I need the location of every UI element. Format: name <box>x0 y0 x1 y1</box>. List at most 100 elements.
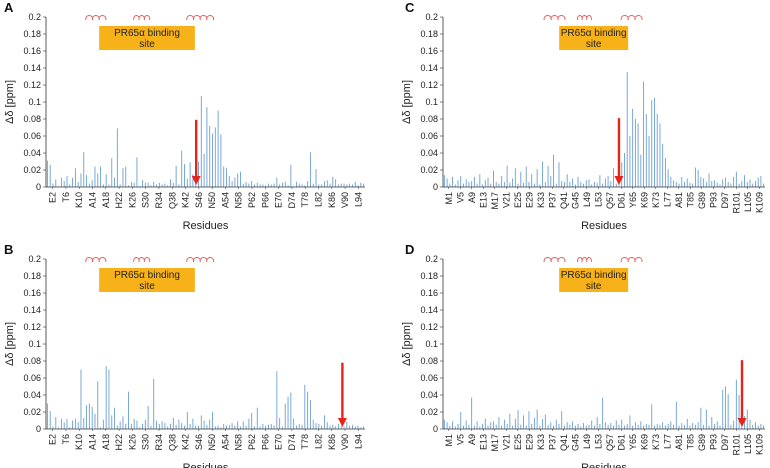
binding-site-label: PR65α binding <box>561 270 627 281</box>
x-tick-label: V21 <box>501 192 511 208</box>
y-tick-label: 0 <box>433 182 438 192</box>
y-tick-label: 0.2 <box>425 254 438 264</box>
x-tick-label: K86 <box>327 434 337 450</box>
x-tick-label: A81 <box>674 192 684 208</box>
x-tick-label: S46 <box>194 434 204 450</box>
x-tick-label: R101 <box>731 192 741 214</box>
x-tick-label: T78 <box>300 434 310 450</box>
x-tick-label: G45 <box>570 434 580 451</box>
x-tick-label: E25 <box>513 434 523 450</box>
y-tick-label: 0.04 <box>23 148 41 158</box>
y-tick-label: 0.2 <box>28 254 41 264</box>
x-tick-label: K33 <box>536 434 546 450</box>
y-tick-label: 0.06 <box>420 131 438 141</box>
y-tick-label: 0.12 <box>23 322 41 332</box>
binding-site-label: site <box>586 39 602 50</box>
x-tick-label: T78 <box>300 192 310 208</box>
x-tick-label: P66 <box>260 434 270 450</box>
x-tick-label: T85 <box>685 434 695 450</box>
y-tick-label: 0.18 <box>420 29 438 39</box>
x-tick-label: G89 <box>697 192 707 209</box>
helix-icon <box>186 257 214 263</box>
binding-site-label: PR65α binding <box>561 28 627 39</box>
x-tick-label: A54 <box>220 192 230 208</box>
y-tick-label: 0.06 <box>23 373 41 383</box>
helix-icon <box>620 257 643 263</box>
x-tick-label: M17 <box>490 434 500 452</box>
x-tick-label: D61 <box>616 192 626 209</box>
helix-icon <box>543 257 566 263</box>
arrow-head-icon <box>614 176 624 185</box>
x-tick-label: K10 <box>74 434 84 450</box>
helix-icon <box>577 257 592 263</box>
x-tick-label: P93 <box>708 192 718 208</box>
y-tick-label: 0.14 <box>420 305 438 315</box>
x-tick-label: A18 <box>101 192 111 208</box>
x-tick-label: P66 <box>260 192 270 208</box>
x-tick-label: E2 <box>48 192 58 203</box>
panel-letter: C <box>405 0 415 15</box>
x-tick-label: E13 <box>478 434 488 450</box>
x-tick-label: L53 <box>593 192 603 207</box>
y-tick-label: 0.08 <box>23 114 41 124</box>
helix-icon <box>186 15 214 21</box>
binding-site-box <box>99 26 195 50</box>
y-tick-label: 0.02 <box>420 407 438 417</box>
x-tick-label: L49 <box>582 434 592 449</box>
x-tick-label: L105 <box>743 192 753 212</box>
x-tick-label: T85 <box>685 192 695 208</box>
y-tick-label: 0.06 <box>23 131 41 141</box>
x-tick-label: L105 <box>743 434 753 454</box>
x-tick-label: E70 <box>274 434 284 450</box>
x-tick-label: K86 <box>327 192 337 208</box>
y-tick-label: 0.14 <box>420 63 438 73</box>
x-tick-label: Q57 <box>605 192 615 209</box>
chart-panel-d: D 0 0.02 0.04 0.06 0.08 0.1 0.12 0.14 0.16 0.18 0.2… <box>401 242 765 468</box>
x-tick-label: L77 <box>662 192 672 207</box>
x-tick-label: Q38 <box>167 192 177 209</box>
helix-icon <box>620 15 643 21</box>
x-tick-label: E29 <box>524 192 534 208</box>
x-tick-label: T6 <box>61 434 71 445</box>
y-tick-label: 0.08 <box>420 356 438 366</box>
x-tick-label: V21 <box>501 434 511 450</box>
x-tick-label: N58 <box>234 434 244 451</box>
x-axis-title: Residues <box>183 462 229 468</box>
chart-panel-c: C 0 0.02 0.04 0.06 0.08 0.1 0.12 0.14 0.16 0.18 0.2… <box>401 0 765 232</box>
x-axis-title: Residues <box>581 462 627 468</box>
helix-icon <box>85 15 107 21</box>
x-tick-label: K42 <box>181 434 191 450</box>
y-tick-label: 0.18 <box>420 271 438 281</box>
x-tick-label: S30 <box>141 192 151 208</box>
binding-site-label: site <box>139 281 155 292</box>
x-tick-label: K10 <box>74 192 84 208</box>
x-tick-label: E70 <box>274 192 284 208</box>
y-axis-title: Δδ [ppm] <box>4 80 16 124</box>
y-tick-label: 0 <box>36 424 41 434</box>
x-tick-label: L53 <box>593 434 603 449</box>
x-tick-label: A18 <box>101 434 111 450</box>
helix-icon <box>85 257 107 263</box>
x-tick-label: E13 <box>478 192 488 208</box>
panel-letter: B <box>4 242 13 257</box>
x-tick-label: K26 <box>127 434 137 450</box>
x-tick-label: L94 <box>353 192 363 207</box>
x-tick-label: V5 <box>455 192 465 203</box>
x-tick-label: K73 <box>651 434 661 450</box>
x-tick-label: M1 <box>444 192 454 205</box>
x-tick-label: D97 <box>720 192 730 209</box>
x-tick-label: D61 <box>616 434 626 451</box>
x-tick-label: R34 <box>154 434 164 451</box>
y-axis-title: Δδ [ppm] <box>4 322 16 366</box>
y-tick-label: 0.06 <box>420 373 438 383</box>
y-axis-title: Δδ [ppm] <box>401 322 413 366</box>
y-tick-label: 0.2 <box>425 12 438 22</box>
x-tick-label: E25 <box>513 192 523 208</box>
x-tick-label: M1 <box>444 434 454 447</box>
y-tick-label: 0.16 <box>420 46 438 56</box>
x-tick-label: K69 <box>639 434 649 450</box>
x-tick-label: T6 <box>61 192 71 203</box>
y-tick-label: 0.2 <box>28 12 41 22</box>
x-axis-title: Residues <box>581 220 627 232</box>
x-tick-label: K109 <box>754 192 764 213</box>
